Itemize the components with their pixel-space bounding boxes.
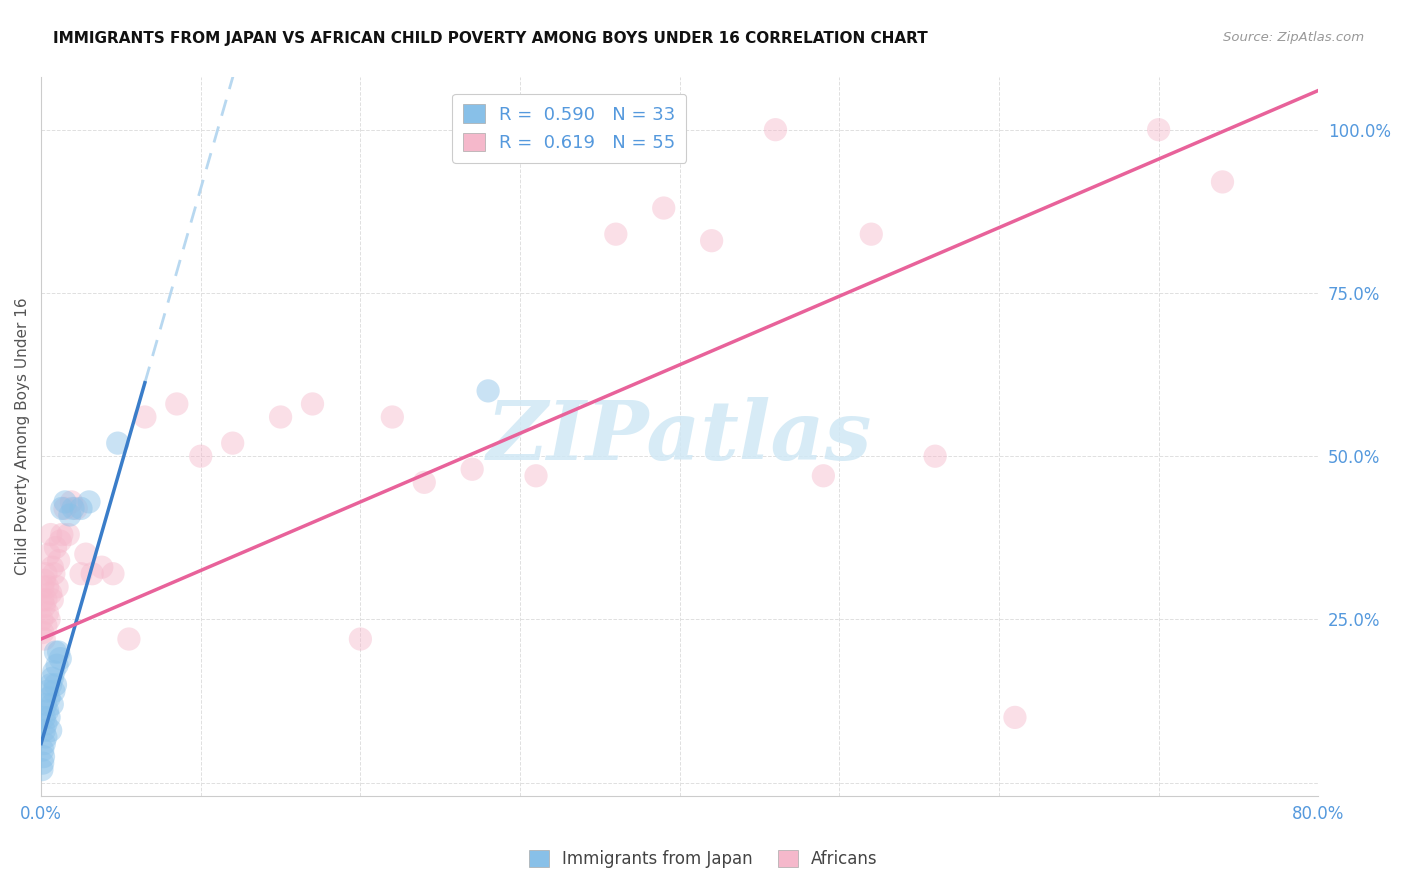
Point [35,730,58,744]
Point [70,566,93,581]
Legend: Immigrants from Japan, Africans: Immigrants from Japan, Africans [522,843,884,875]
Point [53,495,76,509]
Point [34,710,56,724]
Point [51,527,73,541]
Point [31,592,53,607]
Point [765,122,787,136]
Point [270,409,292,424]
Point [381,409,404,424]
Point [51,501,73,516]
Point [107,436,129,450]
Point [42,665,65,679]
Point [38,690,60,705]
Text: Source: ZipAtlas.com: Source: ZipAtlas.com [1223,31,1364,45]
Point [1004,710,1026,724]
Point [60,495,83,509]
Point [524,468,547,483]
Point [605,227,627,242]
Point [48,554,70,568]
Point [166,397,188,411]
Point [41,560,63,574]
Point [39,723,62,738]
Point [32,749,55,764]
Point [1211,175,1233,189]
Point [35,698,58,712]
Point [35,566,58,581]
Point [77,495,100,509]
Point [813,468,835,483]
Point [58,527,80,541]
Point [35,717,58,731]
Point [37,606,59,620]
Point [700,234,723,248]
Point [70,501,93,516]
Point [34,632,56,646]
Point [49,534,72,549]
Point [31,612,53,626]
Point [41,592,63,607]
Point [38,612,60,626]
Point [41,671,63,685]
Point [39,678,62,692]
Point [31,580,53,594]
Point [34,723,56,738]
Point [90,560,112,574]
Point [1147,122,1170,136]
Point [101,566,124,581]
Point [924,449,946,463]
Point [31,743,53,757]
Point [46,658,69,673]
Point [42,684,65,698]
Point [42,566,65,581]
Point [65,501,87,516]
Point [31,756,53,771]
Point [860,227,883,242]
Point [75,547,97,561]
Point [48,645,70,659]
Point [134,409,156,424]
Point [49,651,72,665]
Point [37,580,59,594]
Point [349,632,371,646]
Point [37,704,59,718]
Point [39,527,62,541]
Point [652,201,675,215]
Point [44,645,66,659]
Point [190,449,212,463]
Point [38,710,60,724]
Point [461,462,484,476]
Legend: R =  0.590   N = 33, R =  0.619   N = 55: R = 0.590 N = 33, R = 0.619 N = 55 [453,94,686,163]
Point [41,698,63,712]
Point [118,632,141,646]
Point [62,501,84,516]
Point [34,737,56,751]
Point [301,397,323,411]
Point [31,625,53,640]
Point [35,619,58,633]
Point [39,586,62,600]
Point [38,547,60,561]
Point [44,678,66,692]
Point [53,501,76,516]
Point [37,684,59,698]
Point [413,475,436,490]
Point [221,436,243,450]
Point [35,592,58,607]
Point [31,763,53,777]
Point [34,599,56,614]
Point [477,384,499,398]
Point [46,580,69,594]
Point [34,574,56,588]
Point [59,508,82,522]
Point [82,566,104,581]
Point [44,541,66,555]
Text: IMMIGRANTS FROM JAPAN VS AFRICAN CHILD POVERTY AMONG BOYS UNDER 16 CORRELATION C: IMMIGRANTS FROM JAPAN VS AFRICAN CHILD P… [53,31,928,46]
Y-axis label: Child Poverty Among Boys Under 16: Child Poverty Among Boys Under 16 [15,298,30,575]
Text: ZIPatlas: ZIPatlas [486,397,873,476]
